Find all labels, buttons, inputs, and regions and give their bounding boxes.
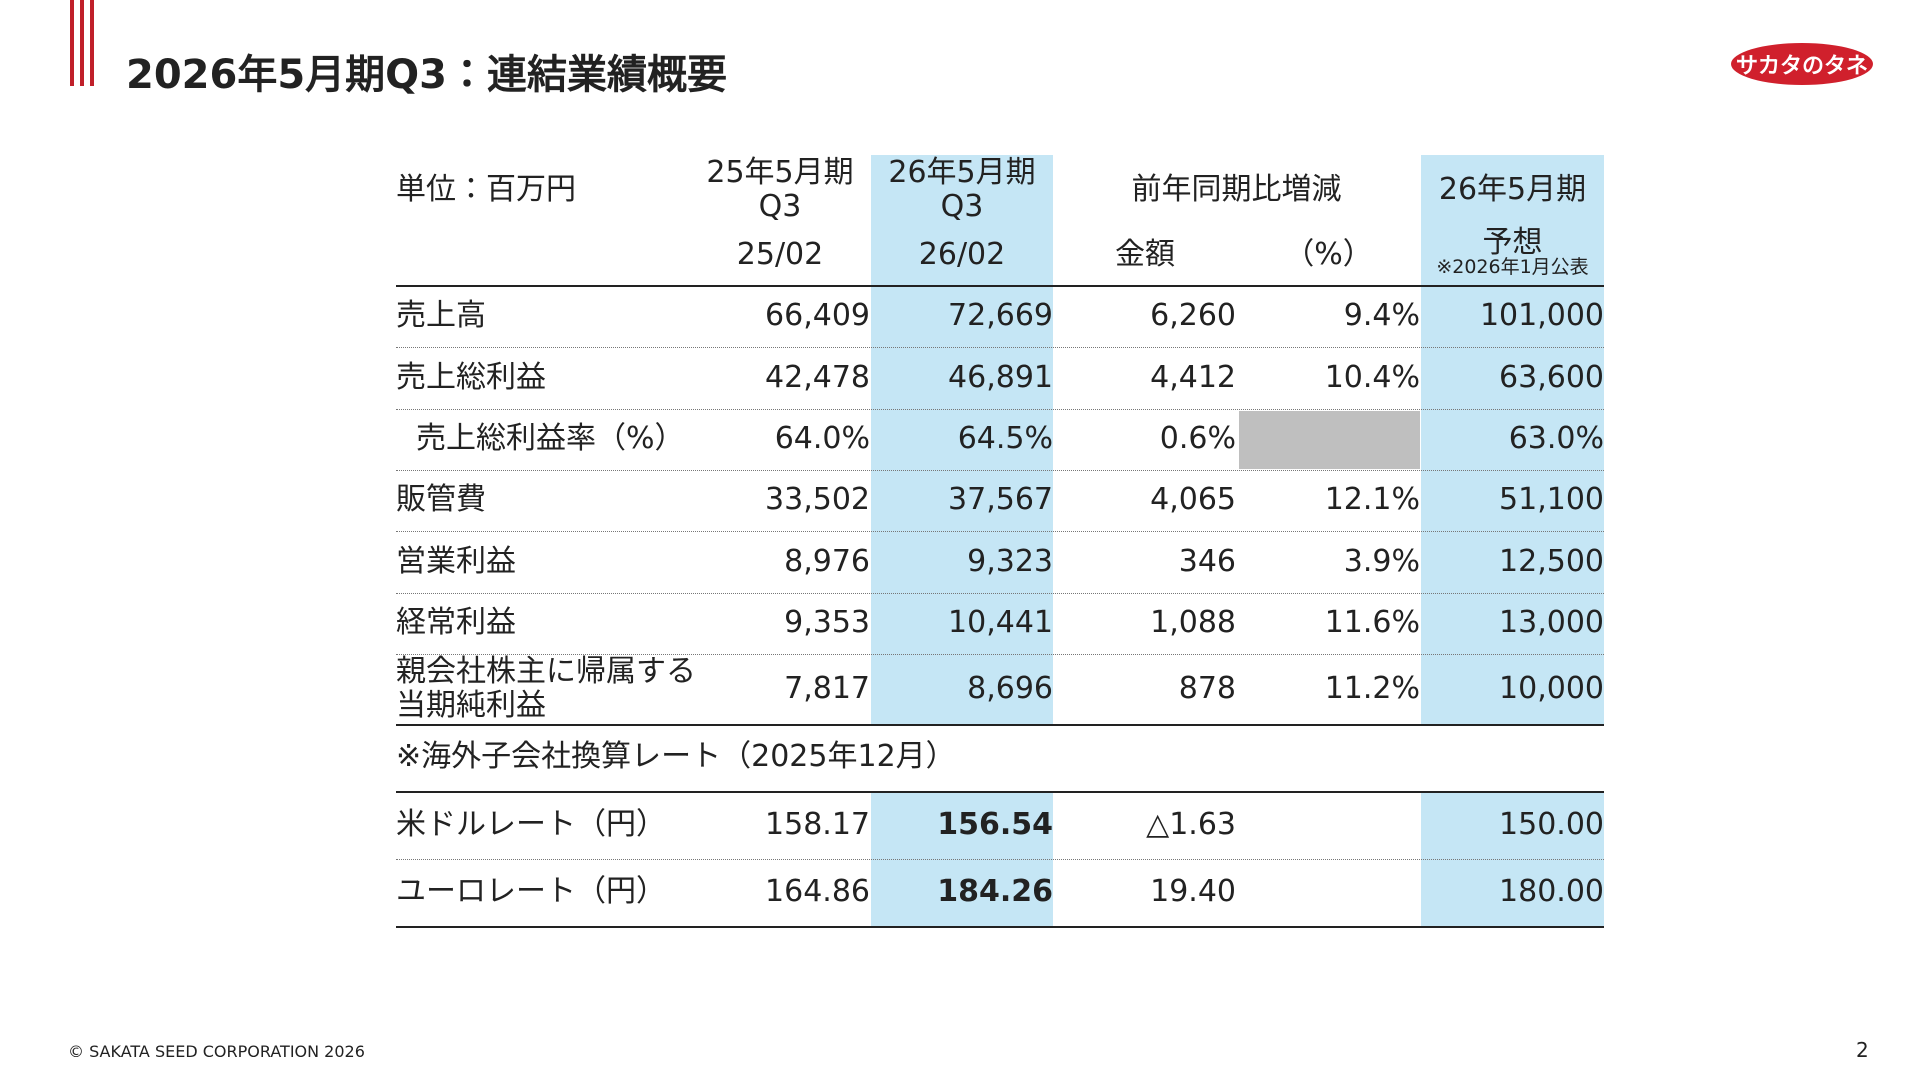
table-cell: 19.40 xyxy=(1150,874,1236,910)
table-cell: 7,817 xyxy=(784,670,870,706)
accent-bar xyxy=(90,0,94,86)
row-label: 売上総利益 xyxy=(396,359,546,395)
table-cell: 64.5% xyxy=(957,421,1053,457)
row-label: 米ドルレート（円） xyxy=(396,806,666,842)
table-cell: △1.63 xyxy=(1146,806,1236,842)
table-cell: 63.0% xyxy=(1508,421,1604,457)
table-rule xyxy=(396,926,1604,928)
table-cell: 13,000 xyxy=(1499,605,1604,641)
table-cell: 11.6% xyxy=(1324,605,1420,641)
table-cell: 72,669 xyxy=(948,297,1053,333)
table-cell: 42,478 xyxy=(765,359,870,395)
table-cell: 180.00 xyxy=(1499,874,1604,910)
highlight-column xyxy=(871,155,1053,724)
table-cell: 9,323 xyxy=(967,543,1053,579)
column-subheader: 26/02 xyxy=(918,236,1006,272)
highlight-column xyxy=(871,791,1053,926)
table-cell: 51,100 xyxy=(1499,482,1604,518)
table-cell: 3.9% xyxy=(1343,543,1420,579)
row-label: 売上高 xyxy=(396,297,486,333)
column-subheader: 金額 xyxy=(1115,236,1175,272)
table-cell: 9.4% xyxy=(1343,297,1420,333)
fx-rule xyxy=(396,791,1604,793)
column-header: 26年5月期 xyxy=(1438,171,1587,207)
table-cell: 346 xyxy=(1178,543,1236,579)
table-cell: 10,441 xyxy=(948,605,1053,641)
page-number: 2 xyxy=(1856,1038,1869,1062)
table-cell: 878 xyxy=(1178,670,1236,706)
column-header: 前年同期比増減 xyxy=(1131,171,1342,207)
table-cell: 64.0% xyxy=(774,421,870,457)
table-cell: 33,502 xyxy=(765,482,870,518)
row-label: 売上総利益率（%） xyxy=(416,421,685,457)
row-label: 販管費 xyxy=(396,482,486,518)
table-cell: 66,409 xyxy=(765,297,870,333)
column-subheader: 予想 xyxy=(1482,224,1543,260)
table-cell: 184.26 xyxy=(937,874,1053,910)
table-cell: 6,260 xyxy=(1150,297,1236,333)
table-cell: 150.00 xyxy=(1499,806,1604,842)
column-header: 26年5月期 Q3 xyxy=(888,154,1036,224)
table-cell: 12,500 xyxy=(1499,543,1604,579)
row-label: 親会社株主に帰属する 当期純利益 xyxy=(396,653,696,723)
table-cell: 1,088 xyxy=(1150,605,1236,641)
column-header: 25年5月期 Q3 xyxy=(706,154,854,224)
row-label: 営業利益 xyxy=(396,543,516,579)
row-divider xyxy=(396,347,1604,348)
table-cell: 11.2% xyxy=(1324,670,1420,706)
table-cell: 9,353 xyxy=(784,605,870,641)
logo: サカタのタネ xyxy=(1731,43,1873,85)
forecast-note: ※2026年1月公表 xyxy=(1436,256,1589,279)
table-cell: 37,567 xyxy=(948,482,1053,518)
column-subheader: 25/02 xyxy=(736,236,824,272)
slide-title: 2026年5月期Q3：連結業績概要 xyxy=(126,52,727,98)
row-divider xyxy=(396,470,1604,471)
table-cell: 10.4% xyxy=(1324,359,1420,395)
unit-label: 単位：百万円 xyxy=(396,171,576,207)
row-divider xyxy=(396,531,1604,532)
table-cell: 10,000 xyxy=(1499,670,1604,706)
accent-bar xyxy=(70,0,74,86)
row-divider xyxy=(396,593,1604,594)
table-cell: 4,065 xyxy=(1150,482,1236,518)
forecast-column xyxy=(1421,155,1604,724)
header-rule xyxy=(396,285,1604,287)
table-cell: 63,600 xyxy=(1499,359,1604,395)
row-divider xyxy=(396,409,1604,410)
table-rule xyxy=(396,724,1604,726)
empty-cell xyxy=(1239,411,1420,469)
table-cell: 101,000 xyxy=(1479,297,1604,333)
table-cell: 4,412 xyxy=(1150,359,1236,395)
table-cell: 8,976 xyxy=(784,543,870,579)
table-cell: 158.17 xyxy=(765,806,870,842)
row-divider xyxy=(396,859,1604,860)
table-cell: 156.54 xyxy=(937,806,1053,842)
column-subheader: （%） xyxy=(1284,236,1373,272)
table-cell: 12.1% xyxy=(1324,482,1420,518)
table-cell: 164.86 xyxy=(765,874,870,910)
row-divider xyxy=(396,654,1604,655)
accent-bar xyxy=(80,0,84,86)
copyright: © SAKATA SEED CORPORATION 2026 xyxy=(68,1042,365,1061)
forecast-column xyxy=(1421,791,1604,926)
row-label: 経常利益 xyxy=(396,605,516,641)
row-label: ユーロレート（円） xyxy=(396,874,666,910)
table-cell: 46,891 xyxy=(948,359,1053,395)
table-cell: 8,696 xyxy=(967,670,1053,706)
fx-note: ※海外子会社換算レート（2025年12月） xyxy=(396,738,956,774)
table-cell: 0.6% xyxy=(1159,421,1236,457)
